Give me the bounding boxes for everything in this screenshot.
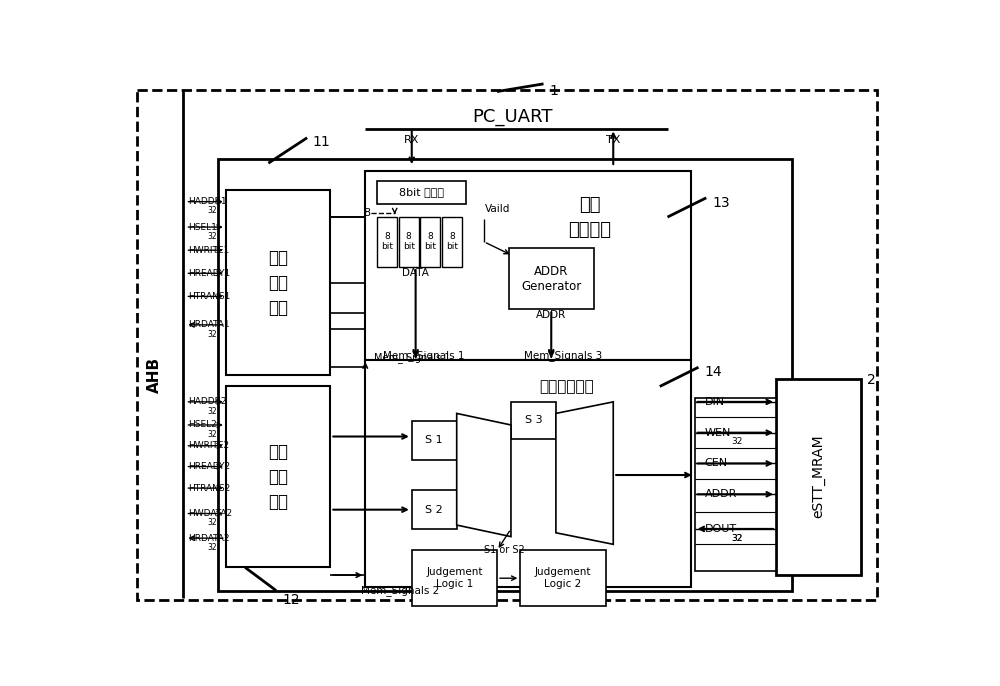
Polygon shape [556, 402, 613, 544]
Text: 8
bit: 8 bit [381, 232, 393, 251]
Text: 8
bit: 8 bit [403, 232, 415, 251]
Bar [377, 217, 397, 267]
Text: DIN: DIN [705, 397, 725, 407]
Text: HTRANS1: HTRANS1 [189, 292, 231, 301]
Text: 32: 32 [207, 543, 217, 552]
Text: WEN: WEN [705, 427, 731, 438]
Text: Judgement
Logic 2: Judgement Logic 2 [535, 567, 591, 589]
Text: S 1: S 1 [425, 436, 443, 445]
Polygon shape [457, 414, 511, 536]
Text: 程序
读取
模块: 程序 读取 模块 [268, 248, 288, 316]
Text: 32: 32 [207, 429, 217, 439]
Text: 32: 32 [207, 206, 217, 215]
Text: S 2: S 2 [425, 505, 443, 514]
Bar [412, 421, 457, 460]
Text: TX: TX [606, 135, 620, 145]
Text: 程序
下载模块: 程序 下载模块 [568, 196, 612, 239]
Text: 32: 32 [207, 329, 217, 339]
Text: HSEL2: HSEL2 [189, 421, 217, 429]
Text: 13: 13 [712, 196, 730, 209]
Text: HWRITE1: HWRITE1 [189, 246, 230, 255]
Text: 14: 14 [705, 365, 722, 379]
Text: Vaild: Vaild [485, 204, 511, 214]
Bar [776, 379, 861, 575]
Text: S 3: S 3 [525, 415, 542, 425]
Text: HRDATA1: HRDATA1 [189, 320, 230, 329]
Text: HTRANS2: HTRANS2 [189, 484, 231, 493]
Text: Mem_Signals 2: Mem_Signals 2 [361, 585, 439, 596]
Text: 11: 11 [313, 134, 330, 149]
Text: 8
bit: 8 bit [424, 232, 436, 251]
Text: HSEL1: HSEL1 [189, 222, 217, 232]
Bar [365, 359, 691, 587]
Text: 32: 32 [732, 438, 743, 447]
Bar [420, 217, 440, 267]
Bar [365, 171, 691, 359]
Text: 1: 1 [550, 84, 559, 98]
Text: eSTT_MRAM: eSTT_MRAM [812, 435, 826, 519]
Text: HRDATA2: HRDATA2 [189, 534, 230, 543]
Text: HWRITE2: HWRITE2 [189, 441, 230, 450]
Text: 32: 32 [207, 518, 217, 528]
Text: 12: 12 [282, 593, 300, 607]
Text: ADDR: ADDR [705, 489, 737, 499]
Text: HREADY1: HREADY1 [189, 269, 231, 278]
Text: Mem_ Signals 1: Mem_ Signals 1 [374, 353, 450, 364]
Bar [442, 217, 462, 267]
Text: HADDR1: HADDR1 [189, 197, 227, 206]
Bar [520, 550, 606, 606]
Text: ADDR
Generator: ADDR Generator [521, 265, 581, 293]
Text: 32: 32 [207, 232, 217, 241]
Text: 数据
读写
模块: 数据 读写 模块 [268, 443, 288, 511]
Text: DATA: DATA [402, 268, 429, 279]
Text: S1 or S2: S1 or S2 [484, 545, 525, 556]
Bar [509, 248, 594, 309]
Text: 32: 32 [207, 407, 217, 416]
Text: 32: 32 [732, 534, 743, 543]
Text: ADDR: ADDR [536, 310, 566, 320]
Text: 8: 8 [363, 209, 370, 218]
Bar [695, 398, 776, 571]
Bar [226, 386, 330, 567]
Text: PC_UART: PC_UART [472, 108, 553, 126]
Text: 存储控制模块: 存储控制模块 [539, 379, 594, 394]
Text: 32: 32 [732, 534, 743, 543]
Bar [226, 190, 330, 375]
Bar [412, 550, 497, 606]
Bar [377, 181, 466, 204]
Text: Judgement
Logic 1: Judgement Logic 1 [426, 567, 483, 589]
Bar [412, 490, 457, 529]
Bar [511, 402, 556, 439]
Text: CEN: CEN [705, 458, 728, 469]
Text: RX: RX [404, 135, 419, 145]
Text: HADDR2: HADDR2 [189, 397, 227, 406]
Bar [399, 217, 419, 267]
Text: HWDATA2: HWDATA2 [189, 509, 233, 518]
Text: Mem_Signals 3: Mem_Signals 3 [524, 351, 602, 361]
Text: 8
bit: 8 bit [446, 232, 458, 251]
Text: Mem_ Signals 1: Mem_ Signals 1 [383, 351, 464, 361]
Text: AHB: AHB [147, 357, 162, 393]
Text: DOUT: DOUT [705, 524, 737, 534]
Text: 2: 2 [867, 373, 876, 388]
Bar [218, 159, 792, 591]
Text: HREADY2: HREADY2 [189, 462, 231, 471]
Text: 8bit 寄存器: 8bit 寄存器 [399, 187, 444, 198]
